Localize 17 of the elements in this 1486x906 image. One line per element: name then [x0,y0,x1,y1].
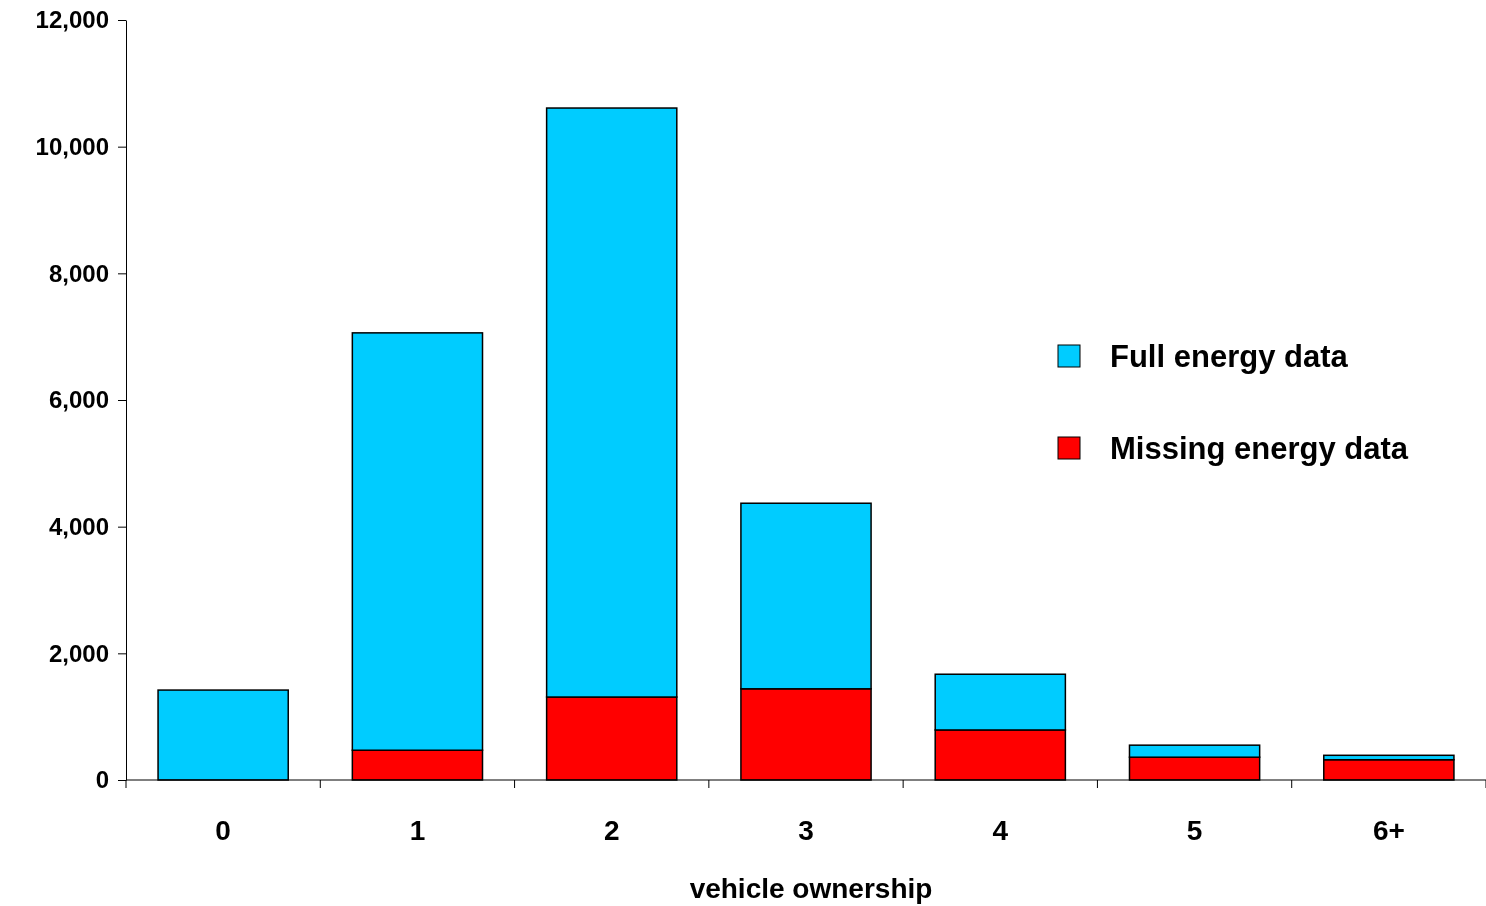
x-tick-label: 3 [798,815,814,846]
y-tick-label: 0 [95,766,109,794]
x-tick-label: 4 [992,815,1009,846]
x-tick-label: 6+ [1372,815,1405,846]
y-tick-label: 6,000 [48,386,109,414]
legend-label: Full energy data [1110,339,1349,374]
x-tick-label: 0 [215,815,231,846]
x-tick-label: 1 [409,815,426,846]
x-tick-label: 2 [603,815,620,846]
y-tick-label: 2,000 [48,639,109,667]
x-axis-title: vehicle ownership [689,873,933,904]
y-tick-label: 10,000 [35,132,109,160]
y-tick-label: 12,000 [35,6,109,34]
y-tick-label: 4,000 [48,512,109,540]
legend-label: Missing energy data [1110,431,1409,466]
y-tick-label: 8,000 [48,259,109,287]
x-tick-label: 5 [1186,815,1203,846]
